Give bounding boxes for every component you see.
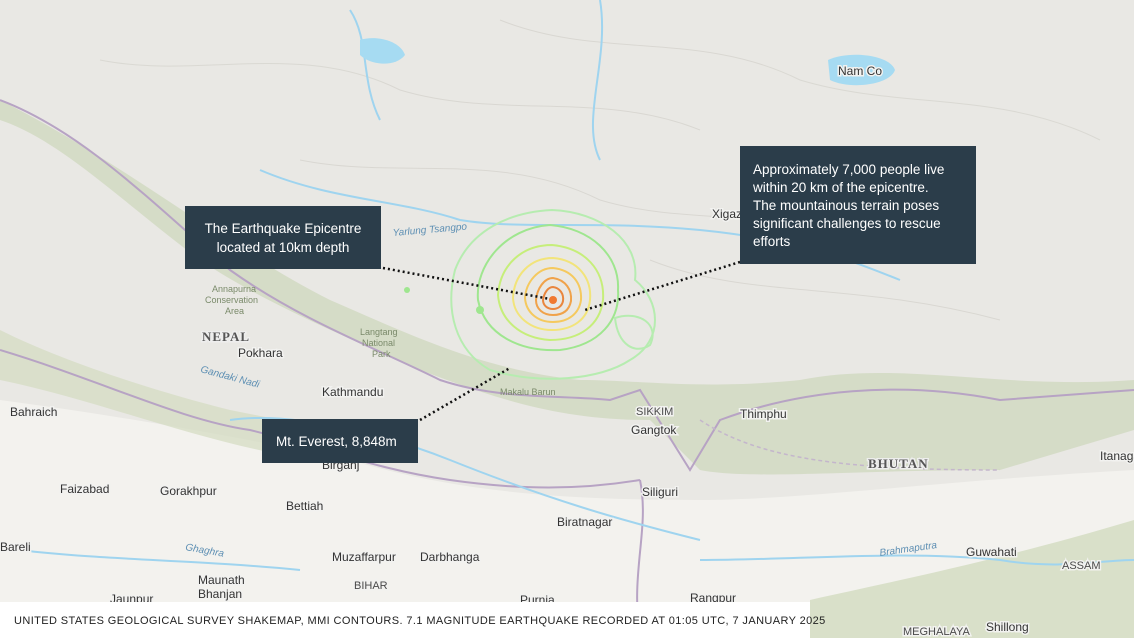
- park-label: National: [362, 338, 395, 348]
- map-path: [99, 59, 701, 131]
- map-line: [584, 260, 741, 312]
- place-label: Gangtok: [631, 423, 677, 437]
- place-label: Siliguri: [642, 485, 678, 499]
- place-label: Gorakhpur: [160, 484, 217, 498]
- map-path: [496, 243, 605, 342]
- callout-box: [262, 419, 418, 463]
- park-label: Langtang: [360, 327, 398, 337]
- callout-text: efforts: [753, 234, 791, 249]
- map-path: [511, 256, 592, 332]
- map-path: [534, 276, 573, 317]
- map-g: [382, 260, 741, 422]
- place-label: Shillong: [986, 620, 1029, 634]
- place-label: Bahraich: [10, 405, 57, 419]
- callout-box: [740, 146, 976, 264]
- callout-box: [185, 206, 381, 269]
- map-path: [523, 266, 583, 324]
- place-label: Guwahati: [966, 545, 1017, 559]
- place-label: Maunath: [198, 573, 245, 587]
- map-path: [19, 549, 301, 571]
- map-circle: [549, 296, 557, 304]
- map-g: [450, 208, 656, 380]
- map-line: [382, 266, 551, 301]
- place-label: Darbhanga: [420, 550, 480, 564]
- callout-text: located at 10km depth: [217, 240, 350, 255]
- country-label: NEPAL: [202, 329, 250, 344]
- map-circle: [476, 306, 484, 314]
- place-label: Bareli: [0, 540, 31, 554]
- park-label: Conservation: [205, 295, 258, 305]
- map-path: [360, 38, 405, 64]
- caption: UNITED STATES GEOLOGICAL SURVEY SHAKEMAP…: [14, 615, 826, 627]
- map-path: [541, 285, 565, 311]
- map-circle: [404, 287, 410, 293]
- map-path: [499, 19, 1101, 141]
- place-label: Biratnagar: [557, 515, 612, 529]
- place-label: Faizabad: [60, 482, 109, 496]
- map-path: [828, 54, 895, 86]
- place-label: BIHAR: [354, 580, 388, 592]
- map-path: [699, 554, 1134, 566]
- country-label: BHUTAN: [868, 456, 929, 471]
- place-label: Nam Co: [838, 64, 882, 78]
- place-label: ASSAM: [1062, 560, 1101, 572]
- map-path: [0, 330, 330, 460]
- map-path: [699, 419, 1001, 471]
- map-path: [649, 259, 1001, 321]
- park-label: Annapurna: [212, 284, 256, 294]
- place-label: Bettiah: [286, 499, 323, 513]
- callout-text: Approximately 7,000 people live: [753, 162, 944, 177]
- park-label: Area: [225, 306, 244, 316]
- map-path: [0, 100, 1134, 475]
- map-path: [476, 223, 620, 352]
- place-label: Muzaffarpur: [332, 550, 396, 564]
- callout-text: within 20 km of the epicentre.: [752, 180, 929, 195]
- map-path: [613, 314, 654, 350]
- callout-text: The Earthquake Epicentre: [205, 221, 362, 236]
- map-line: [419, 366, 511, 422]
- map-path: [349, 9, 381, 121]
- place-label: Bhanjan: [198, 587, 242, 601]
- map-path: [0, 99, 1134, 472]
- map-path: [592, 0, 604, 161]
- map-path: [450, 208, 656, 380]
- caption-bar: [0, 602, 810, 638]
- place-label: Itanagar: [1100, 449, 1134, 463]
- callout-text: The mountainous terrain poses: [753, 198, 939, 213]
- park-label: Makalu Barun: [500, 387, 556, 397]
- place-label: Thimphu: [740, 407, 787, 421]
- park-label: Park: [372, 349, 391, 359]
- place-label: Kathmandu: [322, 385, 383, 399]
- callout-text: Mt. Everest, 8,848m: [276, 434, 397, 449]
- callout-text: significant challenges to rescue: [753, 216, 941, 231]
- place-label: MEGHALAYA: [903, 626, 970, 638]
- map-path: [810, 520, 1134, 638]
- place-label: Pokhara: [238, 346, 283, 360]
- place-label: SIKKIM: [636, 406, 673, 418]
